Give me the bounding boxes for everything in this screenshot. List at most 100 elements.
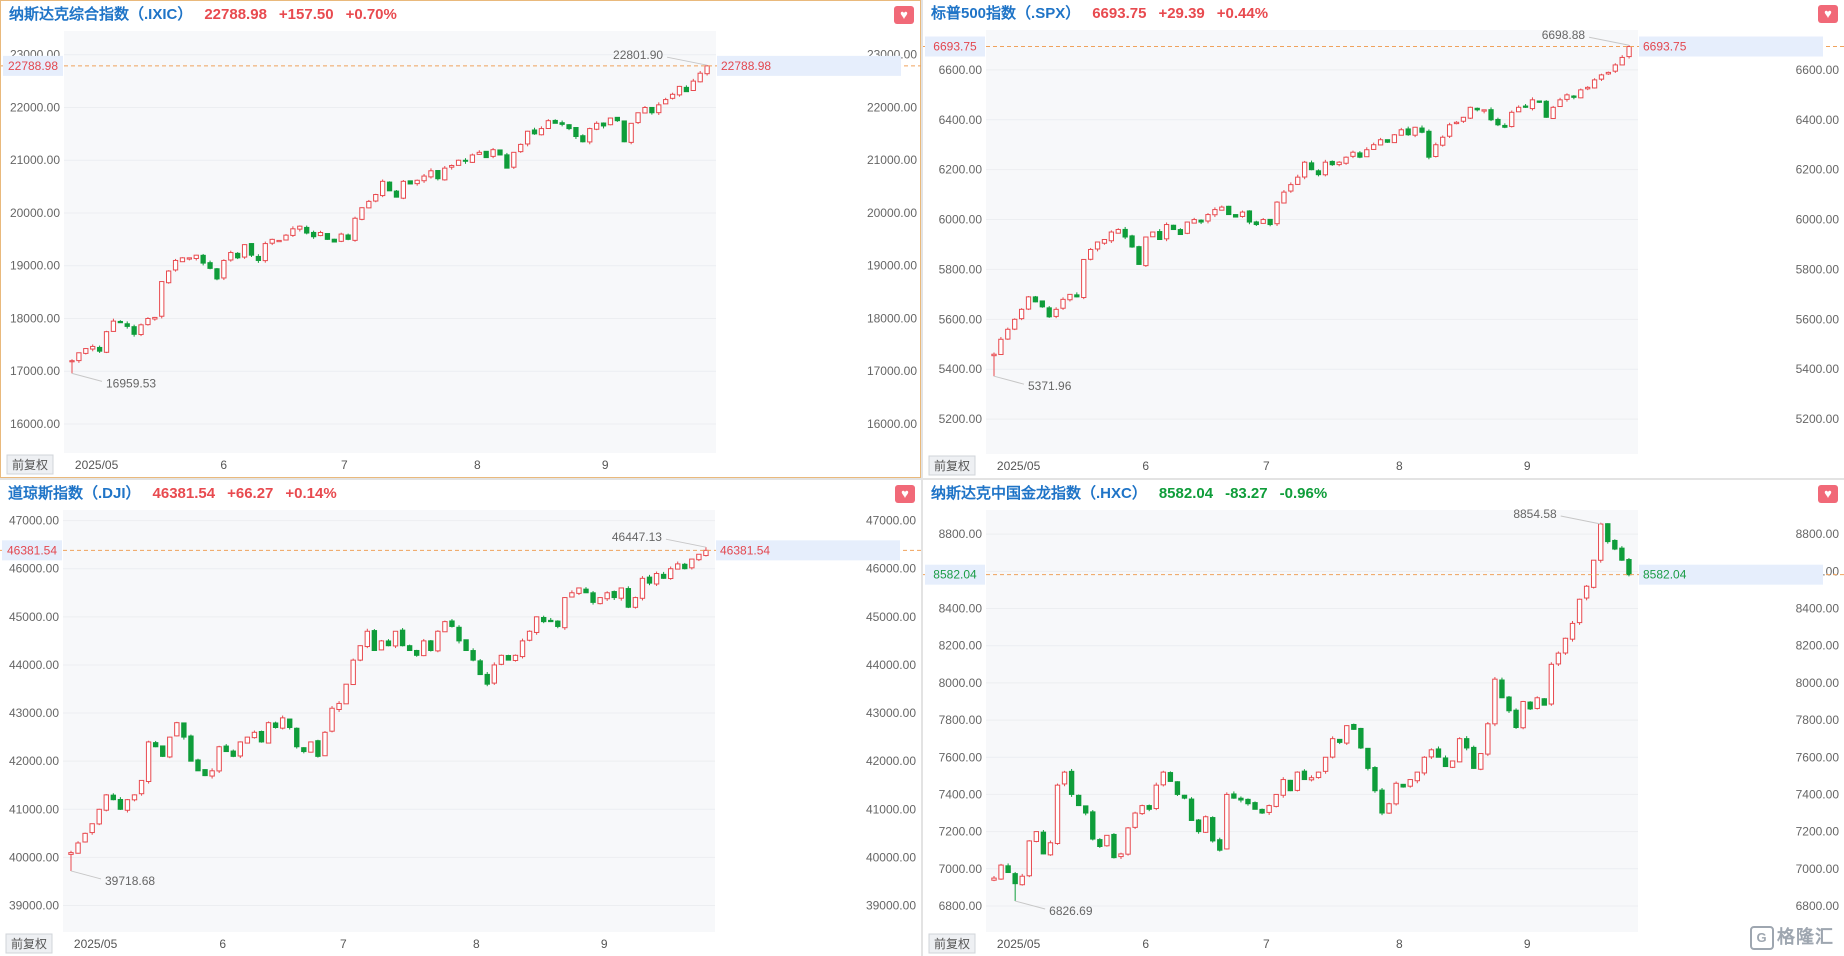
high-price-label: 8854.58 <box>1513 507 1557 521</box>
candle-body <box>1393 782 1399 805</box>
candle-body <box>1246 210 1253 223</box>
heart-icon[interactable]: ♥ <box>1818 485 1838 503</box>
candle-body <box>117 320 123 324</box>
x-tick-label: 8 <box>473 937 480 951</box>
index-change-percent: +0.70% <box>345 6 397 23</box>
candle-body <box>1435 748 1442 758</box>
candle-body <box>145 317 151 326</box>
candle-body <box>386 181 393 192</box>
candle-body <box>625 588 632 608</box>
candle-body <box>324 233 331 240</box>
candle-body <box>1005 865 1011 874</box>
candle-body <box>1188 798 1195 821</box>
candle-body <box>991 353 997 357</box>
candle-body <box>1426 130 1432 158</box>
candle-body <box>1266 805 1272 813</box>
candle-body <box>607 117 614 126</box>
candle-body <box>519 640 526 658</box>
x-tick-label: 2025/05 <box>74 937 118 951</box>
candle-body <box>594 122 600 130</box>
candle-body <box>587 128 593 143</box>
candle-body <box>477 660 483 676</box>
candle-body <box>392 630 399 647</box>
candle-body <box>1372 767 1378 792</box>
y-tick-label-left: 8000.00 <box>939 676 983 690</box>
candle-body <box>159 281 165 317</box>
x-tick-label: 9 <box>601 937 608 951</box>
candle-body <box>364 630 370 648</box>
candle-body <box>1474 107 1480 111</box>
candle-body <box>124 799 131 811</box>
candle-body <box>1446 124 1453 137</box>
chart-panel-ixic[interactable]: 纳斯达克综合指数（.IXIC） 22788.98 +157.50 +0.70% ♥ 1… <box>0 0 922 479</box>
y-tick-label-right: 5800.00 <box>1796 262 1840 276</box>
candle-body <box>110 794 117 801</box>
candle-body <box>131 326 137 335</box>
candle-body <box>590 592 596 603</box>
candlestick-chart[interactable]: 39000.00 39000.00 40000.00 40000.00 41000.00… <box>0 480 921 956</box>
candle-body <box>621 120 627 143</box>
y-tick-label-left: 7400.00 <box>939 787 983 801</box>
chart-panel-hxc[interactable]: 纳斯达克中国金龙指数（.HXC） 8582.04 -83.27 -0.96% ♥ 68… <box>923 480 1844 956</box>
candle-body <box>1067 293 1073 301</box>
candle-body <box>559 122 565 125</box>
chart-panel-dji[interactable]: 道琼斯指数（.DJI） 46381.54 +66.27 +0.14% ♥ 39000.… <box>0 480 921 956</box>
candle-body <box>110 320 117 332</box>
chart-panel-spx[interactable]: 标普500指数（.SPX） 6693.75 +29.39 +0.44% ♥ 5200.… <box>923 0 1844 478</box>
y-tick-label-left: 19000.00 <box>10 259 60 273</box>
candle-body <box>1274 201 1280 225</box>
y-tick-label-right: 44000.00 <box>866 658 916 672</box>
y-tick-label-right: 7200.00 <box>1796 825 1840 839</box>
candle-body <box>1386 803 1392 814</box>
candle-body <box>653 573 660 585</box>
candle-body <box>1467 106 1473 119</box>
candlestick-chart[interactable]: 16000.00 16000.00 17000.00 17000.00 18000.00… <box>1 1 922 479</box>
candle-body <box>566 124 572 130</box>
heart-icon[interactable]: ♥ <box>894 6 914 24</box>
candle-body <box>1591 79 1598 89</box>
candle-body <box>545 120 551 129</box>
y-tick-label-right: 7800.00 <box>1796 713 1840 727</box>
candle-body <box>1412 126 1418 136</box>
candle-body <box>193 254 199 259</box>
candle-body <box>343 683 349 705</box>
candle-body <box>1343 156 1349 164</box>
candle-body <box>491 664 497 684</box>
candle-body <box>357 645 363 661</box>
high-leader-line <box>1560 515 1601 525</box>
candle-body <box>667 568 674 580</box>
heart-icon[interactable]: ♥ <box>1818 5 1838 23</box>
high-leader-line <box>1588 36 1630 46</box>
candle-body <box>76 352 82 362</box>
candle-body <box>604 592 610 600</box>
candle-body <box>352 217 358 241</box>
plot-area <box>63 510 715 932</box>
candlestick-chart[interactable]: 5200.00 5200.00 5400.00 5400.00 5600.00 5600.… <box>923 0 1844 478</box>
candle-body <box>703 549 709 557</box>
index-change-percent: +0.14% <box>285 485 337 502</box>
candle-body <box>1506 696 1512 712</box>
low-leader-line <box>1015 900 1046 910</box>
current-price-label-right: 6693.75 <box>1643 40 1687 54</box>
candle-body <box>1405 128 1411 136</box>
candle-body <box>1160 771 1167 786</box>
candle-body <box>1217 839 1223 851</box>
candle-body <box>656 104 662 114</box>
y-tick-label-left: 6400.00 <box>939 113 983 127</box>
candle-body <box>287 718 293 728</box>
heart-icon[interactable]: ♥ <box>895 485 915 503</box>
candlestick-chart[interactable]: 6800.00 6800.00 7000.00 7000.00 7200.00 7200.… <box>923 480 1844 956</box>
candle-body <box>329 707 335 732</box>
candle-body <box>1019 875 1025 886</box>
candle-body <box>1488 109 1494 121</box>
candle-body <box>1463 738 1470 749</box>
candle-body <box>216 746 222 772</box>
high-leader-line <box>666 56 708 66</box>
candle-body <box>1238 797 1244 801</box>
x-tick-label: 6 <box>220 458 227 472</box>
y-tick-label-right: 39000.00 <box>866 899 916 913</box>
candle-body <box>1012 318 1018 330</box>
candle-body <box>1619 56 1625 66</box>
candle-body <box>1039 300 1045 308</box>
candle-body <box>393 190 400 198</box>
